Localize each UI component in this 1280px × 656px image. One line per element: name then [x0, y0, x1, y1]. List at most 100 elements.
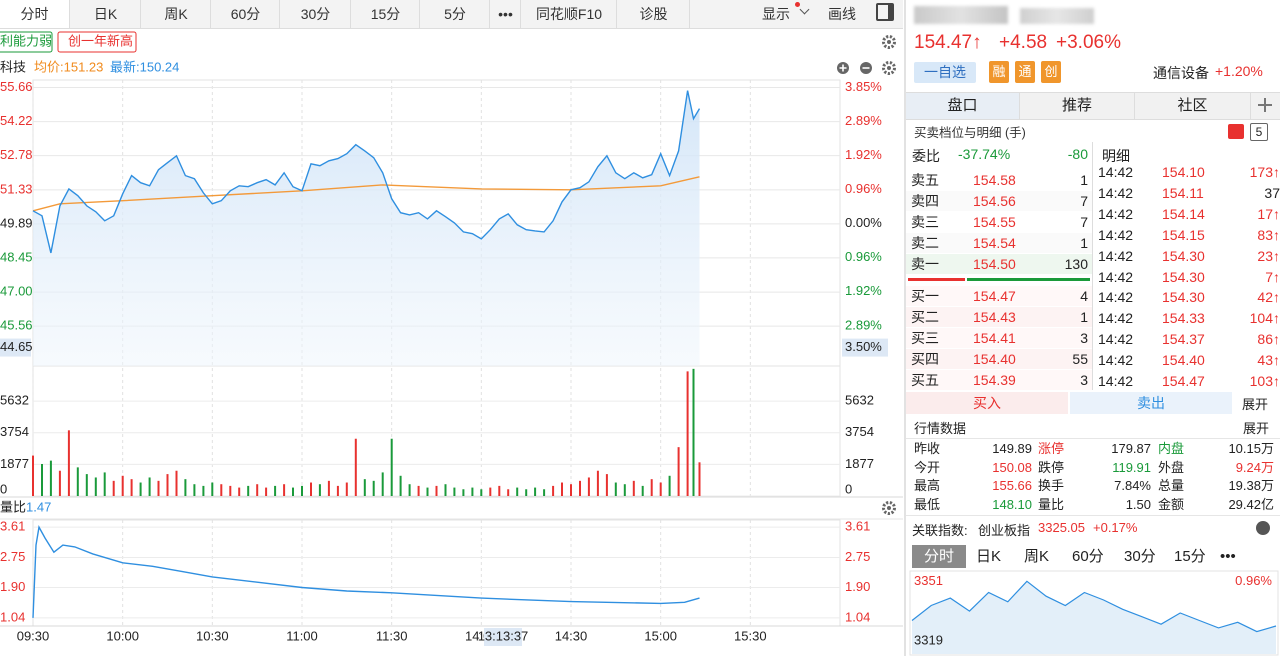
settings-icon[interactable] [882, 501, 896, 515]
ratio-diff: -80 [1067, 146, 1088, 162]
price-line [32, 90, 701, 254]
book-row-bg [906, 212, 1092, 232]
stats-expand[interactable]: 展开 [1243, 421, 1270, 436]
panel-tab[interactable]: 推荐 [1020, 93, 1135, 119]
index-name[interactable]: 创业板指 [978, 523, 1031, 538]
volume-bar [507, 489, 510, 496]
volume-bar [561, 482, 563, 496]
stat-label: 昨收 [914, 441, 941, 456]
badge[interactable]: 通 [1015, 61, 1035, 83]
trade-volume: 173↑ [1249, 164, 1280, 180]
display-menu[interactable]: 显示 [762, 6, 790, 22]
mini-line [911, 580, 1277, 633]
volume-bar [692, 368, 695, 496]
info-icon[interactable] [1256, 521, 1270, 535]
volume-bar [94, 477, 97, 496]
x-tick-label: 09:30 [17, 628, 50, 643]
y2-tick-label: 3.61 [845, 519, 870, 534]
sector[interactable]: 通信设备 [1153, 65, 1209, 81]
volume-bar [85, 474, 88, 496]
toolbar-tab[interactable]: 60分 [212, 0, 280, 28]
volume-bar [453, 487, 456, 496]
toolbar-tab[interactable]: 15分 [352, 0, 420, 28]
volume-bar [310, 482, 312, 496]
y2-tick-label: 0 [845, 481, 852, 496]
book-badge[interactable]: 5 [1250, 123, 1268, 141]
volume-bar [32, 455, 34, 496]
trade-price: 154.40 [1162, 352, 1205, 369]
toolbar-tab[interactable]: 诊股 [618, 0, 690, 28]
watch-button[interactable]: 一自选 [914, 62, 976, 83]
volume-bar [247, 485, 250, 496]
expand-button[interactable]: 展开 [1242, 397, 1269, 412]
panel-tab[interactable]: 盘口 [906, 93, 1020, 119]
level-label: 卖一 [911, 256, 939, 272]
toolbar-tab[interactable]: 5分 [421, 0, 490, 28]
badge[interactable]: 创 [1041, 61, 1061, 83]
mini-tab[interactable]: ••• [1220, 548, 1236, 565]
sell-button[interactable]: 卖出 [1070, 392, 1232, 414]
draw-tool[interactable]: 画线 [828, 6, 856, 22]
toolbar-tab[interactable]: 周K [142, 0, 211, 28]
index-pct: +0.17% [1093, 520, 1138, 535]
stat-value: 9.24万 [1235, 459, 1274, 475]
toolbar-tab[interactable]: ••• [491, 0, 521, 28]
volume-bar [552, 485, 555, 496]
y2-tick-label: 1.92% [845, 147, 882, 162]
stat-value: 150.08 [992, 459, 1032, 475]
badge[interactable]: 融 [989, 61, 1009, 83]
trade-volume: 86↑ [1257, 331, 1280, 348]
trade-price: 154.30 [1162, 289, 1205, 306]
volume-bar [480, 489, 483, 496]
volume-bar [698, 462, 701, 496]
level-price: 154.43 [973, 309, 1016, 325]
mini-tab[interactable]: 分时 [912, 545, 967, 568]
toolbar-tab[interactable]: 同花顺F10 [522, 0, 617, 28]
volume-bar [363, 479, 366, 496]
layout-icon[interactable] [876, 3, 894, 21]
index-divider [906, 515, 1280, 516]
level-volume: 7 [1080, 214, 1088, 230]
mini-tab[interactable]: 日K [976, 548, 1002, 565]
volume-bar [301, 485, 303, 496]
stat-value: 7.84% [1114, 478, 1151, 493]
settings-icon-hub [887, 66, 891, 70]
y2-tick-label: 1877 [845, 456, 874, 471]
volume-bar [435, 485, 438, 496]
settings-icon[interactable] [882, 35, 896, 49]
mini-tab[interactable]: 15分 [1174, 548, 1206, 565]
stat-value: 29.42亿 [1228, 496, 1274, 512]
level-label: 卖五 [911, 172, 939, 188]
book-icon[interactable] [1228, 124, 1244, 139]
trade-time: 14:42 [1098, 184, 1134, 201]
book-row-bg [906, 307, 1092, 327]
trade-time: 14:42 [1098, 373, 1134, 389]
volume-bar [265, 487, 268, 496]
panel-tab[interactable]: 社区 [1135, 93, 1251, 119]
level-volume: 1 [1080, 172, 1088, 188]
book-row-bg [906, 349, 1092, 369]
toolbar-tab[interactable]: 日K [71, 0, 141, 28]
volume-bar [103, 472, 106, 496]
stats-title: 行情数据 [914, 421, 967, 436]
volume-bar [49, 460, 52, 496]
volume-bar [650, 479, 653, 496]
trade-price: 154.30 [1162, 247, 1205, 264]
stat-value: 179.87 [1111, 441, 1151, 456]
quote-change: +4.58 [999, 32, 1048, 53]
mini-tab[interactable]: 60分 [1072, 548, 1104, 565]
add-tab-v [1264, 98, 1266, 112]
buy-button[interactable]: 买入 [906, 392, 1068, 414]
volume-bar [579, 480, 581, 496]
level-price: 154.54 [973, 235, 1016, 251]
settings-icon[interactable] [882, 61, 896, 75]
toolbar-tab[interactable]: 30分 [281, 0, 351, 28]
mini-tab[interactable]: 30分 [1124, 548, 1156, 565]
toolbar-tab[interactable]: 分时 [0, 0, 70, 28]
mini-tab[interactable]: 周K [1024, 548, 1050, 565]
volume-bar [543, 489, 546, 496]
volume-bar [148, 477, 151, 496]
volume-bar [202, 485, 205, 496]
